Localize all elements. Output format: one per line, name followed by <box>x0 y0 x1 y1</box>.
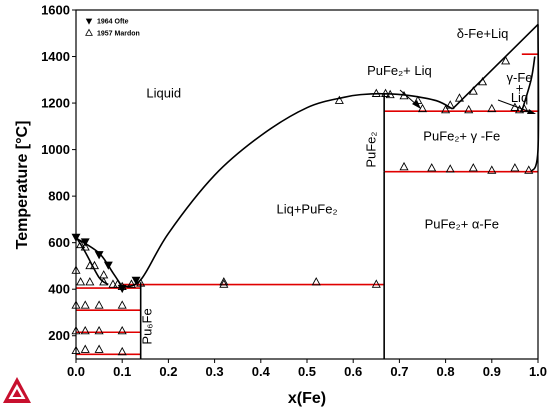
y-axis-title: Temperature [°C] <box>14 121 31 250</box>
mardon-1957-point <box>76 239 86 249</box>
mardon-1957-point <box>381 88 391 97</box>
mardon-1957-point <box>117 346 127 356</box>
mardon-1957-point <box>94 300 104 309</box>
mardon-1957-point <box>219 279 229 288</box>
mardon-1957-point <box>80 325 90 335</box>
phase-boundaries <box>75 23 540 359</box>
phase-label: PuFe₂+ Liq <box>367 63 432 78</box>
y-tick-label: 1000 <box>41 142 70 157</box>
mardon-1957-point <box>454 93 464 102</box>
x-tick-label: 1.0 <box>529 364 547 379</box>
mardon-1957-point <box>219 277 229 286</box>
mardon-1957-point <box>445 100 455 109</box>
mardon-1957-point <box>85 277 95 286</box>
mardon-1957-point <box>311 277 321 286</box>
mardon-1957-point <box>468 86 478 95</box>
phase-label: PuFe₂+ γ -Fe <box>423 128 500 143</box>
y-tick-label: 1600 <box>41 3 70 18</box>
x-tick-label: 0.7 <box>390 364 408 379</box>
y-tick-label: 400 <box>48 282 70 297</box>
x-tick-label: 0.1 <box>113 364 131 379</box>
mardon-1957-point <box>441 104 451 114</box>
legend-entry-label: 1957 Mardon <box>97 31 140 38</box>
mardon-1957-point <box>89 260 100 270</box>
liquidus-delta-curve <box>451 23 539 110</box>
phase-label: Liq <box>511 90 528 105</box>
x-tick-label: 0.5 <box>298 364 316 379</box>
mardon-1957-point <box>427 163 437 172</box>
legend: 1964 Ofte 1957 Mardon <box>85 18 140 38</box>
mardon-1957-point <box>80 300 90 309</box>
mardon-1957-point <box>126 279 136 288</box>
experimental-points <box>71 56 534 356</box>
mardon-1957-point <box>117 300 127 309</box>
phase-label: Liq+PuFe₂ <box>276 202 337 217</box>
y-tick-label: 1200 <box>41 96 70 111</box>
mardon-1957-point <box>399 161 409 171</box>
x-tick-label: 0.2 <box>159 364 177 379</box>
phase-label: PuFe₂+ α-Fe <box>425 217 499 232</box>
x-tick-label: 0.6 <box>344 364 362 379</box>
phase-label: δ-Fe+Liq <box>457 26 509 41</box>
mardon-1957-point <box>371 279 381 288</box>
mardon-1957-point <box>487 103 497 113</box>
mardon-1957-point <box>113 279 123 288</box>
mardon-1957-point <box>371 88 381 97</box>
mardon-1957-point <box>501 56 511 65</box>
y-tick-label: 600 <box>48 235 70 250</box>
mardon-1957-point <box>334 95 344 104</box>
liq-arrow-head <box>412 100 421 109</box>
phase-label: Pu₆Fe <box>139 308 154 344</box>
legend-open-triangle-icon <box>85 28 93 36</box>
y-tick-label: 1400 <box>41 49 70 64</box>
x-axis-title: x(Fe) <box>288 390 326 407</box>
mardon-1957-point <box>136 278 146 287</box>
mardon-1957-point <box>464 104 474 114</box>
mardon-1957-point <box>99 277 109 286</box>
mardon-1957-point <box>108 279 118 288</box>
mardon-1957-point <box>117 325 127 335</box>
mardon-1957-point <box>524 165 534 174</box>
mardon-1957-point <box>445 164 455 173</box>
phase-label: γ-Fe <box>507 70 533 85</box>
gamma-arrow-head <box>527 109 536 114</box>
x-tick-label: 0.3 <box>206 364 224 379</box>
mardon-1957-point <box>487 165 497 174</box>
gamma-arrow <box>497 99 534 114</box>
x-tick-label: 0.4 <box>252 364 271 379</box>
legend-filled-triangle-icon <box>85 18 93 25</box>
axes: 0.0 0.1 0.2 0.3 0.4 0.5 0.6 0.7 0.8 0.9 1.0 200 400 6… <box>41 3 547 380</box>
mardon-1957-point <box>94 325 104 335</box>
mardon-1957-point <box>85 260 95 270</box>
mardon-1957-point <box>468 163 478 172</box>
thermo-calc-logo <box>3 377 31 403</box>
ofte-1964-point <box>131 276 141 285</box>
ofte-1964-point <box>103 261 113 270</box>
phase-labels: Liquid Liq+PuFe₂ PuFe₂+ Liq δ-Fe+Liq γ-Fe+Li… <box>139 26 536 345</box>
mardon-1957-point <box>76 277 86 286</box>
x-tick-label: 0.8 <box>437 364 455 379</box>
mardon-1957-point <box>478 76 488 86</box>
liquidus-pufe2-curve <box>121 92 453 288</box>
mardon-1957-point <box>80 242 90 251</box>
mardon-1957-point <box>80 344 90 353</box>
legend-entry-label: 1964 Ofte <box>97 19 129 26</box>
mardon-1957-point <box>510 163 520 172</box>
x-tick-label: 0.0 <box>67 364 85 379</box>
mardon-1957-point <box>94 344 104 353</box>
phase-label: Liquid <box>146 85 181 100</box>
x-tick-label: 0.9 <box>483 364 501 379</box>
phase-label: PuFe₂ <box>363 132 378 168</box>
mardon-1957-point <box>385 89 395 99</box>
phase-label: + <box>516 81 524 96</box>
mardon-1957-point <box>519 103 529 113</box>
y-tick-label: 200 <box>48 328 70 343</box>
ofte-1964-point <box>94 251 104 260</box>
y-tick-label: 800 <box>48 189 70 204</box>
